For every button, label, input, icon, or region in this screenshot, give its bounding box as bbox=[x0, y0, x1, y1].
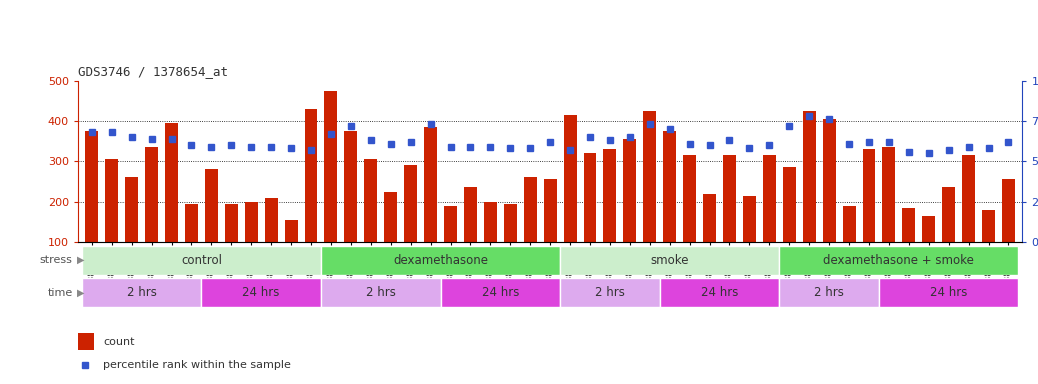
Text: 24 hrs: 24 hrs bbox=[930, 286, 967, 299]
Bar bbox=[982, 210, 995, 242]
Bar bbox=[561, 246, 780, 275]
Bar bbox=[660, 278, 780, 307]
Bar bbox=[145, 147, 158, 242]
Bar bbox=[404, 166, 417, 242]
Bar bbox=[464, 187, 476, 242]
Text: 2 hrs: 2 hrs bbox=[127, 286, 157, 299]
Bar bbox=[78, 333, 94, 349]
Bar bbox=[85, 131, 99, 242]
Bar bbox=[564, 115, 576, 242]
Bar bbox=[484, 202, 497, 242]
Bar bbox=[126, 177, 138, 242]
Text: ▶: ▶ bbox=[77, 288, 84, 298]
Bar bbox=[384, 192, 398, 242]
Bar bbox=[321, 246, 561, 275]
Bar bbox=[923, 216, 935, 242]
Bar bbox=[780, 246, 1018, 275]
Text: 2 hrs: 2 hrs bbox=[814, 286, 844, 299]
Bar bbox=[603, 149, 617, 242]
Bar bbox=[1002, 179, 1015, 242]
Bar bbox=[763, 155, 775, 242]
Bar bbox=[843, 206, 855, 242]
Text: count: count bbox=[103, 337, 135, 347]
Bar bbox=[879, 278, 1018, 307]
Bar bbox=[783, 167, 796, 242]
Bar bbox=[185, 204, 198, 242]
Text: time: time bbox=[48, 288, 73, 298]
Bar bbox=[624, 139, 636, 242]
Bar bbox=[962, 155, 975, 242]
Bar bbox=[882, 147, 896, 242]
Bar bbox=[561, 278, 660, 307]
Bar bbox=[304, 109, 318, 242]
Bar bbox=[201, 278, 321, 307]
Bar bbox=[321, 278, 440, 307]
Text: stress: stress bbox=[39, 255, 73, 265]
Bar bbox=[444, 206, 457, 242]
Bar bbox=[823, 119, 836, 242]
Bar bbox=[325, 91, 337, 242]
Bar bbox=[802, 111, 816, 242]
Bar bbox=[82, 278, 201, 307]
Text: ▶: ▶ bbox=[77, 255, 84, 265]
Bar bbox=[902, 208, 916, 242]
Text: 24 hrs: 24 hrs bbox=[243, 286, 280, 299]
Bar bbox=[503, 204, 517, 242]
Bar bbox=[204, 169, 218, 242]
Bar bbox=[644, 111, 656, 242]
Bar bbox=[105, 159, 118, 242]
Text: 24 hrs: 24 hrs bbox=[701, 286, 738, 299]
Text: control: control bbox=[181, 254, 222, 266]
Bar bbox=[364, 159, 377, 242]
Bar bbox=[703, 194, 716, 242]
Bar bbox=[165, 123, 177, 242]
Bar bbox=[524, 177, 537, 242]
Text: 2 hrs: 2 hrs bbox=[365, 286, 395, 299]
Text: GDS3746 / 1378654_at: GDS3746 / 1378654_at bbox=[78, 65, 228, 78]
Bar bbox=[943, 187, 955, 242]
Bar bbox=[863, 149, 875, 242]
Bar bbox=[583, 153, 597, 242]
Bar bbox=[780, 278, 879, 307]
Bar bbox=[284, 220, 298, 242]
Bar bbox=[743, 195, 756, 242]
Text: 2 hrs: 2 hrs bbox=[595, 286, 625, 299]
Bar bbox=[82, 246, 321, 275]
Bar bbox=[265, 198, 277, 242]
Bar bbox=[544, 179, 556, 242]
Text: dexamethasone: dexamethasone bbox=[393, 254, 488, 266]
Bar bbox=[440, 278, 561, 307]
Text: smoke: smoke bbox=[651, 254, 689, 266]
Bar bbox=[663, 131, 676, 242]
Text: 24 hrs: 24 hrs bbox=[482, 286, 519, 299]
Bar bbox=[683, 155, 696, 242]
Bar bbox=[245, 202, 257, 242]
Bar bbox=[723, 155, 736, 242]
Text: dexamethasone + smoke: dexamethasone + smoke bbox=[823, 254, 975, 266]
Bar bbox=[425, 127, 437, 242]
Bar bbox=[345, 131, 357, 242]
Bar bbox=[225, 204, 238, 242]
Text: percentile rank within the sample: percentile rank within the sample bbox=[103, 360, 291, 370]
